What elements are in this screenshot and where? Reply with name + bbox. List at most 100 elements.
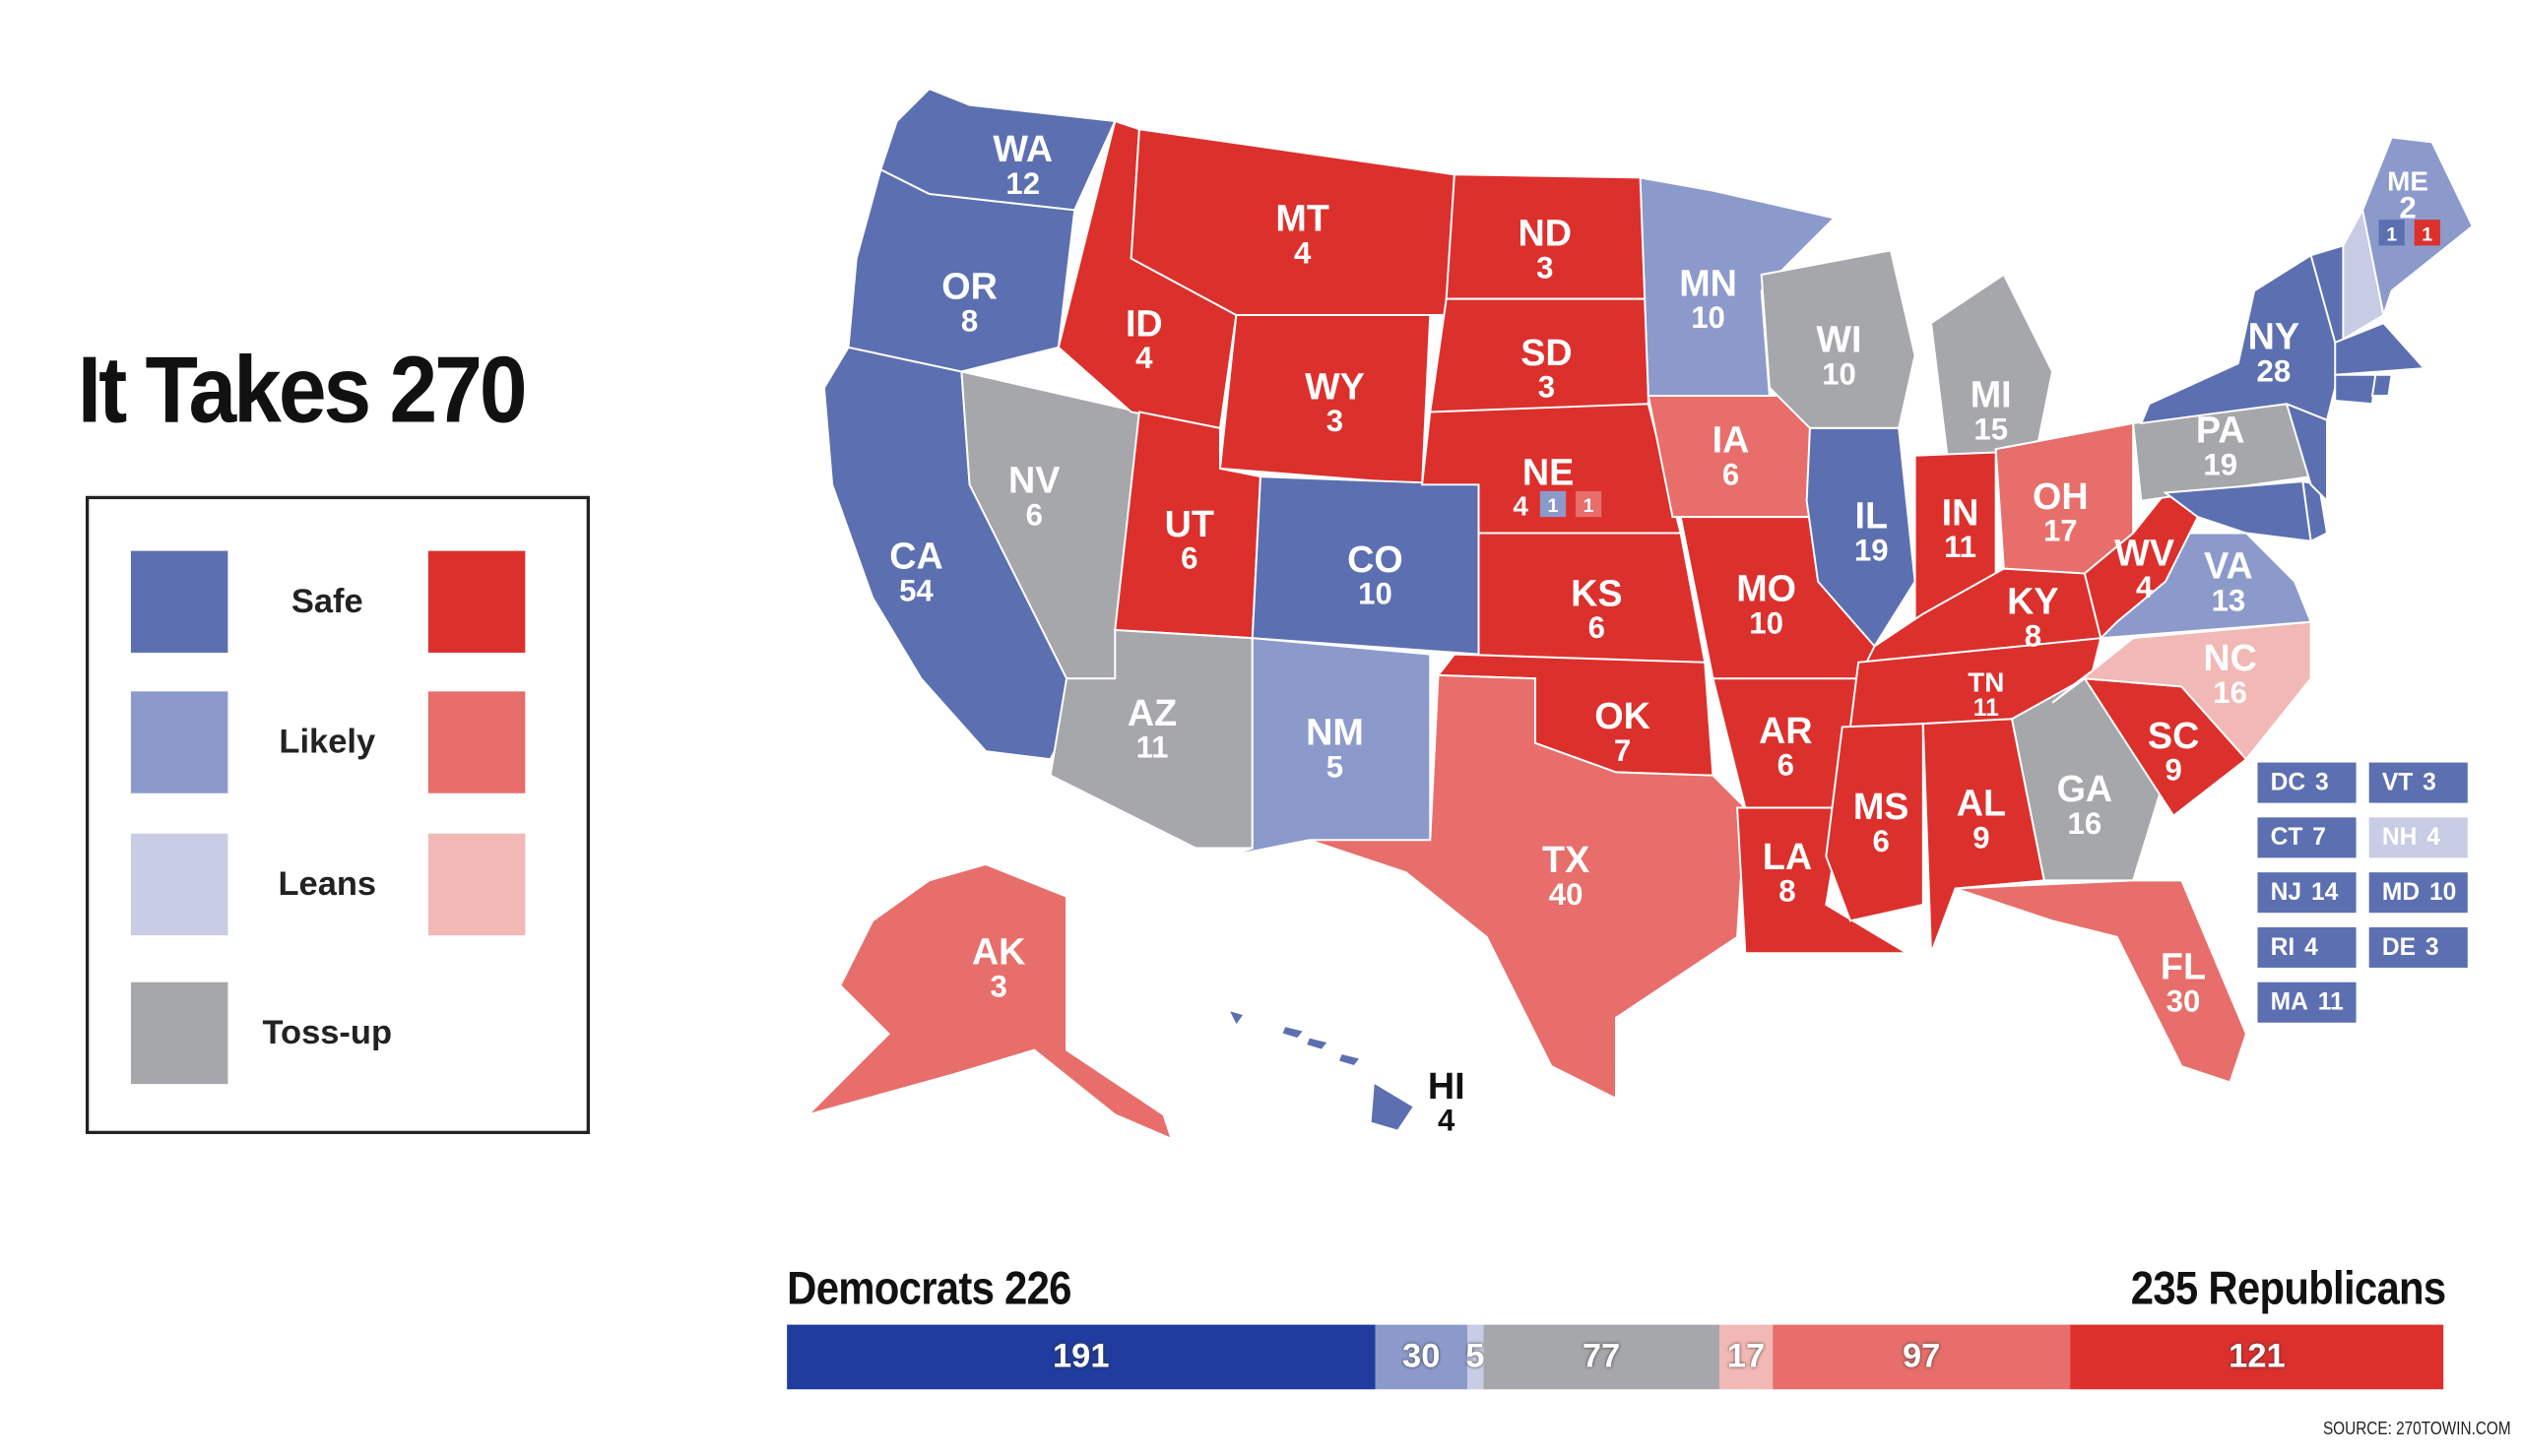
state-ev-ia: 6 — [1722, 457, 1739, 491]
state-ev-wi: 10 — [1822, 357, 1856, 392]
legend-swatch-dem-safe — [130, 550, 228, 653]
state-label-ga: GA — [2057, 768, 2113, 809]
state-fl[interactable] — [1955, 879, 2248, 1084]
bar-segment-safe-r: 121 — [2070, 1324, 2444, 1390]
state-mi[interactable] — [1929, 273, 2054, 457]
state-label-mt: MT — [1275, 198, 1328, 239]
district-box — [1539, 490, 1567, 518]
small-state-abbr: CT — [2270, 823, 2303, 852]
small-state-dc[interactable]: DC 3 — [2257, 762, 2357, 803]
state-label-ny: NY — [2248, 315, 2299, 356]
state-label-nm: NM — [1306, 712, 1364, 753]
state-ev-nm: 5 — [1326, 749, 1343, 784]
state-ga[interactable] — [2010, 676, 2167, 882]
small-state-ev: 14 — [2310, 878, 2339, 907]
state-ev-in: 11 — [1944, 530, 1976, 564]
state-hi[interactable] — [1226, 1008, 1247, 1028]
state-label-in: IN — [1942, 491, 1979, 533]
source-credit: SOURCE: 270TOWIN.COM — [2323, 1420, 2512, 1440]
state-ev-va: 13 — [2212, 583, 2246, 617]
state-label-tx: TX — [1542, 839, 1589, 880]
legend-swatch-rep-leans — [427, 833, 526, 936]
small-state-abbr: DE — [2381, 933, 2417, 962]
small-state-abbr: MA — [2270, 988, 2308, 1017]
state-label-wi: WI — [1816, 319, 1861, 360]
state-ri[interactable] — [2370, 373, 2393, 398]
state-label-mo: MO — [1736, 567, 1796, 608]
state-hi-island[interactable] — [1304, 1036, 1330, 1051]
state-hi-island[interactable] — [1336, 1051, 1363, 1068]
small-state-ma[interactable]: MA 11 — [2257, 981, 2357, 1023]
small-state-nj[interactable]: NJ 14 — [2257, 872, 2357, 914]
state-ev-oh: 17 — [2043, 514, 2078, 548]
state-nc[interactable] — [2051, 620, 2312, 761]
small-state-ri[interactable]: RI 4 — [2257, 926, 2357, 968]
state-label-fl: FL — [2161, 945, 2206, 986]
small-state-abbr: NH — [2381, 823, 2418, 852]
state-ev-ks: 6 — [1588, 610, 1605, 645]
state-ev-ca: 54 — [899, 573, 934, 607]
legend-label: Likely — [279, 724, 376, 761]
legend-swatch-dem-likely — [130, 691, 228, 793]
state-ev-sc: 9 — [2165, 753, 2181, 788]
bar-segment-likely-d: 30 — [1375, 1324, 1468, 1390]
state-hi-island[interactable] — [1279, 1024, 1307, 1041]
democrats-total: Democrats 226 — [787, 1263, 1071, 1315]
state-ny[interactable] — [2139, 254, 2345, 425]
small-state-de[interactable]: DE 3 — [2368, 926, 2468, 968]
electoral-vote-bar: 191 30 5 77 17 97 121 — [787, 1324, 2444, 1390]
state-ms[interactable] — [1825, 723, 1924, 922]
bar-segment-likely-r: 97 — [1772, 1324, 2071, 1390]
bar-segment-bar-safe-d: 191 — [787, 1324, 1376, 1390]
small-state-abbr: DC — [2270, 769, 2306, 797]
state-ev-me: 2 — [2399, 191, 2416, 225]
small-state-ev: 4 — [2426, 823, 2440, 852]
state-ev-hi: 4 — [1438, 1104, 1455, 1138]
district-ev: 1 — [1548, 495, 1559, 517]
state-ev-mt: 4 — [1294, 235, 1312, 270]
state-label-tn: TN — [1968, 666, 2004, 697]
state-label-ut: UT — [1165, 503, 1214, 544]
state-tx[interactable] — [1308, 673, 1747, 1101]
state-label-va: VA — [2204, 544, 2253, 586]
legend-swatch-dem-leans — [130, 833, 228, 936]
state-ev-az: 11 — [1136, 730, 1169, 765]
state-ma[interactable] — [2334, 322, 2426, 376]
state-hi-big-island[interactable] — [1369, 1080, 1416, 1132]
state-label-ia: IA — [1713, 418, 1750, 460]
small-state-abbr: RI — [2270, 933, 2295, 962]
small-state-vt[interactable]: VT 3 — [2368, 762, 2468, 803]
state-wa[interactable] — [879, 88, 1117, 212]
state-ak[interactable] — [805, 862, 1174, 1141]
small-state-nh[interactable]: NH 4 — [2368, 817, 2468, 858]
bar-segment-lean-d: 5 — [1465, 1324, 1484, 1390]
small-state-ev: 11 — [2317, 988, 2344, 1017]
small-state-ct[interactable]: CT 7 — [2257, 817, 2357, 858]
small-state-md[interactable]: MD 10 — [2368, 872, 2468, 914]
state-ct[interactable] — [2334, 373, 2377, 406]
state-label-sc: SC — [2148, 715, 2199, 756]
state-label-al: AL — [1957, 783, 2006, 824]
state-ev-tx: 40 — [1549, 877, 1584, 912]
small-state-abbr: VT — [2381, 769, 2414, 797]
state-label-ak: AK — [972, 931, 1026, 973]
state-label-pa: PA — [2196, 410, 2245, 451]
state-md[interactable] — [2163, 479, 2312, 542]
district-ev: 1 — [1584, 495, 1594, 517]
state-label-sd: SD — [1520, 332, 1572, 373]
state-ev-wa: 12 — [1005, 166, 1040, 201]
state-la[interactable] — [1736, 806, 1910, 955]
state-ev-nd: 3 — [1536, 250, 1553, 285]
legend-label: Toss-up — [262, 1014, 393, 1052]
state-wv[interactable] — [2083, 491, 2200, 641]
state-label-ks: KS — [1571, 572, 1622, 613]
legend: Safe Likely Leans Toss-up — [85, 495, 590, 1134]
state-ev-mo: 10 — [1749, 605, 1783, 640]
state-ev-ga: 16 — [2068, 806, 2102, 841]
state-al[interactable] — [1921, 718, 2046, 954]
state-ev-fl: 30 — [2166, 983, 2201, 1018]
district-box — [2414, 220, 2440, 246]
state-ev-sd: 3 — [1538, 370, 1555, 405]
state-label-mn: MN — [1679, 262, 1737, 303]
